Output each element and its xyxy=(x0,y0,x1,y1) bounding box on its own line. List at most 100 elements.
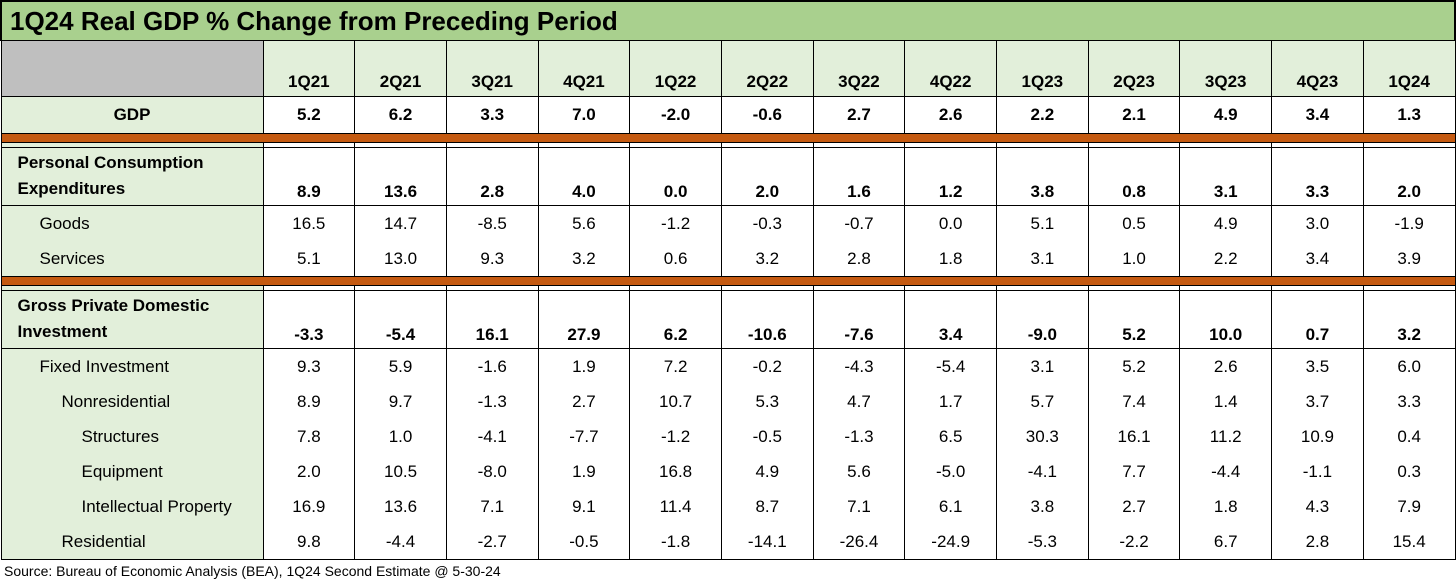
blank-cell xyxy=(996,276,1089,286)
value-cell: 7.7 xyxy=(1087,454,1181,489)
value-cell: 4.9 xyxy=(720,454,814,489)
blank-cell xyxy=(1088,276,1180,286)
blank-cell xyxy=(446,276,539,286)
value-cell: 0.4 xyxy=(1362,419,1456,454)
quarter-header: 1Q24 xyxy=(1362,40,1456,97)
blank-cell xyxy=(1363,276,1456,286)
value-cell: -5.0 xyxy=(904,454,997,489)
value-cell: 27.9 xyxy=(537,290,631,349)
blank-cell xyxy=(354,133,447,143)
table-row: Services 5.1 13.0 9.3 3.2 0.6 3.2 2.8 1.8 3.1 1.0 2… xyxy=(0,241,1456,277)
value-cell: -0.2 xyxy=(720,348,814,384)
value-cell: 4.0 xyxy=(537,147,631,206)
value-cell: 8.9 xyxy=(262,384,356,419)
value-cell: 4.9 xyxy=(1179,96,1273,134)
value-cell: 0.0 xyxy=(904,205,997,241)
value-cell: 16.1 xyxy=(445,290,539,349)
value-cell: 3.4 xyxy=(1271,241,1364,277)
value-cell: -5.4 xyxy=(904,348,997,384)
quarter-header: 2Q21 xyxy=(354,40,447,97)
blank-cell xyxy=(904,276,997,286)
blank-cell xyxy=(354,276,447,286)
value-cell: 3.4 xyxy=(1271,96,1364,134)
title-row: 1Q24 Real GDP % Change from Preceding Pe… xyxy=(0,0,1456,41)
value-cell: 1.4 xyxy=(1179,384,1273,419)
blank-cell xyxy=(813,276,905,286)
table-row: Intellectual Property 16.9 13.6 7.1 9.1 11.4 8… xyxy=(0,489,1456,524)
value-cell: 5.1 xyxy=(996,205,1089,241)
value-cell: 7.1 xyxy=(445,489,539,524)
row-label: Nonresidential xyxy=(0,384,264,419)
value-cell: 13.6 xyxy=(354,147,447,206)
value-cell: 30.3 xyxy=(996,419,1089,454)
quarter-header: 4Q22 xyxy=(904,40,997,97)
value-cell: -1.6 xyxy=(445,348,539,384)
quarter-header: 3Q22 xyxy=(812,40,906,97)
value-cell: -5.4 xyxy=(354,290,447,349)
value-cell: 10.5 xyxy=(354,454,447,489)
row-label-pce: Personal Consumption Expenditures xyxy=(0,147,264,206)
value-cell: 10.0 xyxy=(1179,290,1273,349)
value-cell: -3.3 xyxy=(262,290,356,349)
value-cell: -26.4 xyxy=(812,524,906,560)
blank-cell xyxy=(904,133,997,143)
value-cell: 1.7 xyxy=(904,384,997,419)
value-cell: 2.1 xyxy=(1087,96,1181,134)
value-cell: 3.5 xyxy=(1271,348,1364,384)
value-cell: 7.9 xyxy=(1362,489,1456,524)
value-cell: 6.0 xyxy=(1362,348,1456,384)
value-cell: 6.2 xyxy=(629,290,722,349)
value-cell: 5.1 xyxy=(262,241,356,277)
gdp-row: GDP 5.2 6.2 3.3 7.0 -2.0 -0.6 2.7 2.6 2.2 2.1 4.9 3.… xyxy=(0,96,1456,134)
table-row: Structures 7.8 1.0 -4.1 -7.7 -1.2 -0.5 -1.3 6.5 3… xyxy=(0,419,1456,454)
value-cell: 1.9 xyxy=(537,454,631,489)
value-cell: 9.3 xyxy=(262,348,356,384)
value-cell: 16.1 xyxy=(1087,419,1181,454)
quarter-header: 2Q23 xyxy=(1087,40,1181,97)
blank-cell xyxy=(721,133,814,143)
blank-cell xyxy=(629,276,722,286)
row-label: Goods xyxy=(0,205,264,241)
quarter-header: 1Q21 xyxy=(262,40,356,97)
value-cell: 1.6 xyxy=(812,147,906,206)
value-cell: 3.9 xyxy=(1362,241,1456,277)
value-cell: 4.3 xyxy=(1271,489,1364,524)
value-cell: -0.5 xyxy=(537,524,631,560)
blank-cell xyxy=(629,133,722,143)
value-cell: 8.9 xyxy=(262,147,356,206)
value-cell: -4.1 xyxy=(445,419,539,454)
value-cell: -1.9 xyxy=(1362,205,1456,241)
value-cell: 0.0 xyxy=(629,147,722,206)
blank-cell xyxy=(0,285,264,291)
value-cell: -24.9 xyxy=(904,524,997,560)
value-cell: -5.3 xyxy=(996,524,1089,560)
header-row: 1Q21 2Q21 3Q21 4Q21 1Q22 2Q22 3Q22 4Q22 1Q23 2Q23… xyxy=(0,40,1456,97)
value-cell: 5.9 xyxy=(354,348,447,384)
value-cell: 6.5 xyxy=(904,419,997,454)
table-row: Equipment 2.0 10.5 -8.0 1.9 16.8 4.9 5.6 -5.0 -4.… xyxy=(0,454,1456,489)
separator-row xyxy=(0,133,1456,143)
value-cell: 3.3 xyxy=(1362,384,1456,419)
row-label: Structures xyxy=(0,419,264,454)
value-cell: 9.1 xyxy=(537,489,631,524)
value-cell: 3.7 xyxy=(1271,384,1364,419)
value-cell: 9.8 xyxy=(262,524,356,560)
value-cell: 10.7 xyxy=(629,384,722,419)
value-cell: 2.2 xyxy=(996,96,1089,134)
value-cell: -0.7 xyxy=(812,205,906,241)
row-label: Intellectual Property xyxy=(0,489,264,524)
value-cell: 10.9 xyxy=(1271,419,1364,454)
value-cell: 5.3 xyxy=(720,384,814,419)
gdp-table: 1Q24 Real GDP % Change from Preceding Pe… xyxy=(0,0,1456,560)
value-cell: -2.2 xyxy=(1087,524,1181,560)
value-cell: 7.0 xyxy=(537,96,631,134)
value-cell: 1.9 xyxy=(537,348,631,384)
value-cell: -4.3 xyxy=(812,348,906,384)
blank-cell xyxy=(813,133,905,143)
value-cell: 15.4 xyxy=(1362,524,1456,560)
value-cell: 6.7 xyxy=(1179,524,1273,560)
value-cell: 13.0 xyxy=(354,241,447,277)
blank-cell xyxy=(1179,276,1272,286)
value-cell: 5.2 xyxy=(262,96,356,134)
value-cell: -7.7 xyxy=(537,419,631,454)
